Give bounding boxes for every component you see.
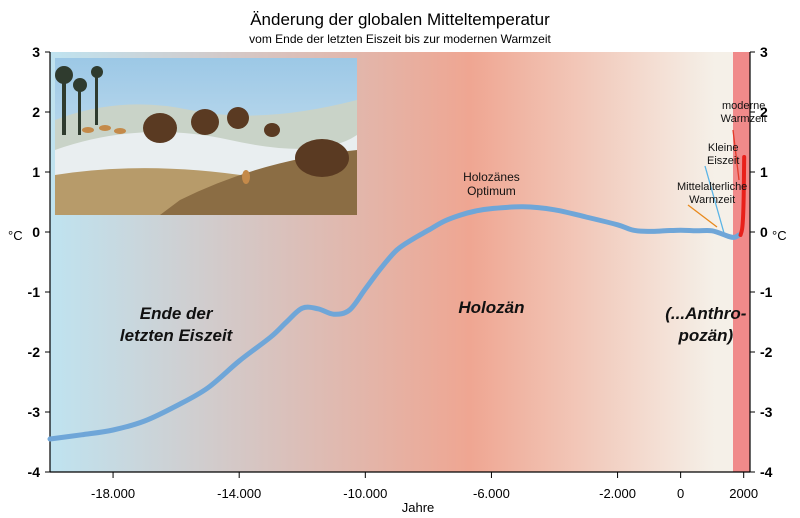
era-label-line: Holozän: [458, 298, 524, 317]
era-label: Ende der letzten Eiszeit: [120, 304, 234, 345]
chart-subtitle: vom Ende der letzten Eiszeit bis zur mod…: [249, 32, 551, 46]
chart-title: Änderung der globalen Mitteltemperatur: [250, 10, 550, 29]
annotation-label: Holozänes Optimum: [463, 170, 520, 198]
y-axis-label-left: °C: [8, 228, 23, 243]
y-tick-label-right: 1: [760, 164, 768, 180]
y-tick-label-left: 1: [32, 164, 40, 180]
annotation-line: moderne: [722, 100, 765, 112]
y-tick-label-right: 2: [760, 104, 768, 120]
y-tick-label-left: -3: [28, 404, 41, 420]
annotation-line: Eiszeit: [707, 155, 739, 167]
era-label-line: letzten Eiszeit: [120, 326, 234, 345]
y-tick-label-right: -4: [760, 464, 773, 480]
x-tick-label: -6.000: [473, 486, 510, 501]
era-label: (...Anthro-pozän): [665, 304, 747, 345]
y-tick-label-left: -2: [28, 344, 41, 360]
y-tick-label-right: -1: [760, 284, 773, 300]
y-tick-label-left: -4: [28, 464, 41, 480]
era-labels: Ende der letzten Eiszeit Holozän (...Anthro…: [120, 298, 747, 345]
y-axis-left-ticks: 3 2 1 0 -1 -2 -3 -4: [28, 44, 50, 480]
x-tick-label: -14.000: [217, 486, 261, 501]
y-tick-label-left: -1: [28, 284, 41, 300]
y-tick-label-right: -3: [760, 404, 773, 420]
y-axis-right-ticks: 3 2 1 0 -1 -2 -3 -4: [750, 44, 773, 480]
annotation-line: Kleine: [708, 142, 739, 154]
y-tick-label-right: 3: [760, 44, 768, 60]
annotations: Holozänes Optimum Mittelalterliche Warmzeit…: [463, 100, 767, 206]
annotation-label: Kleine Eiszeit: [707, 142, 739, 167]
x-tick-label: -2.000: [599, 486, 636, 501]
y-axis-label-right: °C: [772, 228, 787, 243]
annotation-label: moderne Warmzeit: [721, 100, 767, 125]
annotation-line: Warmzeit: [721, 113, 767, 125]
modern-warming-curve: [738, 155, 747, 237]
x-axis-label: Jahre: [402, 500, 435, 515]
y-tick-label-right: -2: [760, 344, 773, 360]
annotation-line: Optimum: [467, 184, 516, 198]
x-tick-label: -10.000: [343, 486, 387, 501]
x-tick-label: -18.000: [91, 486, 135, 501]
x-axis-ticks: -18.000 -14.000 -10.000 -6.000 -2.000 0 2000: [91, 472, 758, 501]
annotation-line: Warmzeit: [689, 194, 735, 206]
era-label-line: Ende der: [140, 304, 214, 323]
annotation-line: Mittelalterliche: [677, 181, 747, 193]
annotation-line: Holozänes: [463, 170, 520, 184]
axes: [49, 52, 751, 473]
x-tick-label: 0: [677, 486, 684, 501]
era-label: Holozän: [458, 298, 524, 317]
y-tick-label-left: 3: [32, 44, 40, 60]
temperature-curve: [47, 204, 742, 442]
y-tick-label-left: 0: [32, 224, 40, 240]
y-tick-label-left: 2: [32, 104, 40, 120]
era-label-line: (...Anthro-: [665, 304, 747, 323]
era-label-line: pozän): [677, 326, 733, 345]
ice-age-megafauna-painting: [55, 58, 357, 215]
annotation-label: Mittelalterliche Warmzeit: [677, 181, 747, 206]
x-tick-label: 2000: [729, 486, 758, 501]
annotation-arrows: [687, 129, 740, 234]
y-tick-label-right: 0: [760, 224, 768, 240]
